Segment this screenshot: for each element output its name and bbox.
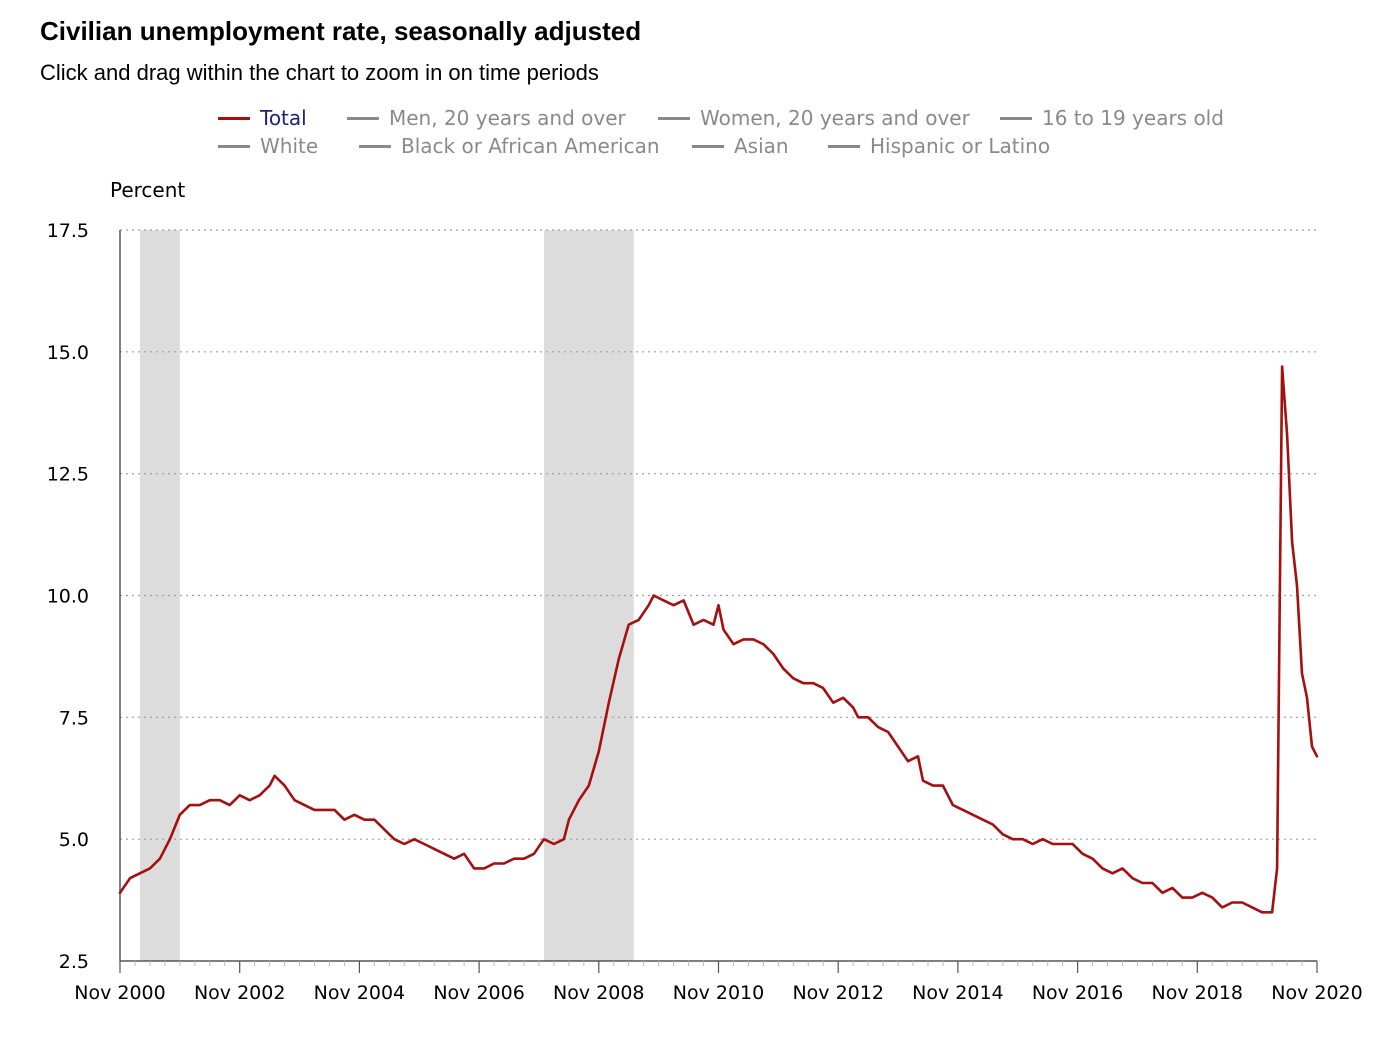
- legend-label: Women, 20 years and over: [700, 106, 970, 130]
- y-tick-label: 10.0: [47, 586, 89, 608]
- legend-swatch: [347, 116, 379, 120]
- legend-label: Asian: [734, 134, 789, 158]
- x-tick-label: Nov 2012: [792, 982, 883, 1004]
- legend-item-women[interactable]: Women, 20 years and over: [658, 106, 970, 130]
- legend-swatch: [218, 116, 250, 120]
- legend-item-hispanic[interactable]: Hispanic or Latino: [828, 134, 1050, 158]
- legend-item-black[interactable]: Black or African American: [359, 134, 660, 158]
- legend-swatch: [828, 144, 860, 148]
- y-axis-label: Percent: [110, 178, 186, 202]
- legend-swatch: [1000, 116, 1032, 120]
- y-tick-label: 5.0: [59, 829, 89, 851]
- chart-subtitle: Click and drag within the chart to zoom …: [40, 60, 599, 85]
- legend-row-2: White Black or African American Asian Hi…: [218, 134, 1318, 162]
- legend-swatch: [218, 144, 250, 148]
- series-line-total: [118, 365, 1319, 914]
- legend-label: Men, 20 years and over: [389, 106, 626, 130]
- legend-row-1: Total Men, 20 years and over Women, 20 y…: [218, 106, 1318, 134]
- x-tick-label: Nov 2010: [673, 982, 764, 1004]
- legend-item-white[interactable]: White: [218, 134, 318, 158]
- legend-item-asian[interactable]: Asian: [692, 134, 789, 158]
- legend-label: 16 to 19 years old: [1042, 106, 1224, 130]
- x-tick-label: Nov 2016: [1032, 982, 1123, 1004]
- x-tick-label: Nov 2014: [912, 982, 1003, 1004]
- y-tick-label: 12.5: [47, 464, 89, 486]
- recession-band: [139, 230, 180, 961]
- x-tick-label: Nov 2020: [1271, 982, 1362, 1004]
- x-tick-label: Nov 2008: [553, 982, 644, 1004]
- legend-item-men[interactable]: Men, 20 years and over: [347, 106, 626, 130]
- x-tick-label: Nov 2004: [314, 982, 405, 1004]
- legend-item-total[interactable]: Total: [218, 106, 307, 130]
- legend-label: Total: [260, 106, 307, 130]
- x-tick-label: Nov 2006: [433, 982, 524, 1004]
- legend-swatch: [658, 116, 690, 120]
- x-tick-label: Nov 2018: [1152, 982, 1243, 1004]
- legend-swatch: [359, 144, 391, 148]
- x-tick-label: Nov 2002: [194, 982, 285, 1004]
- y-tick-label: 2.5: [59, 951, 89, 973]
- x-tick-label: Nov 2000: [74, 982, 165, 1004]
- chart-title: Civilian unemployment rate, seasonally a…: [40, 16, 642, 46]
- legend-swatch: [692, 144, 724, 148]
- legend: Total Men, 20 years and over Women, 20 y…: [218, 106, 1318, 162]
- y-tick-label: 17.5: [47, 220, 89, 242]
- y-tick-label: 7.5: [59, 707, 89, 729]
- y-tick-label: 15.0: [47, 342, 89, 364]
- legend-label: Hispanic or Latino: [870, 134, 1051, 158]
- legend-item-16-to-19[interactable]: 16 to 19 years old: [1000, 106, 1224, 130]
- legend-label: Black or African American: [401, 134, 660, 158]
- legend-label: White: [260, 134, 319, 158]
